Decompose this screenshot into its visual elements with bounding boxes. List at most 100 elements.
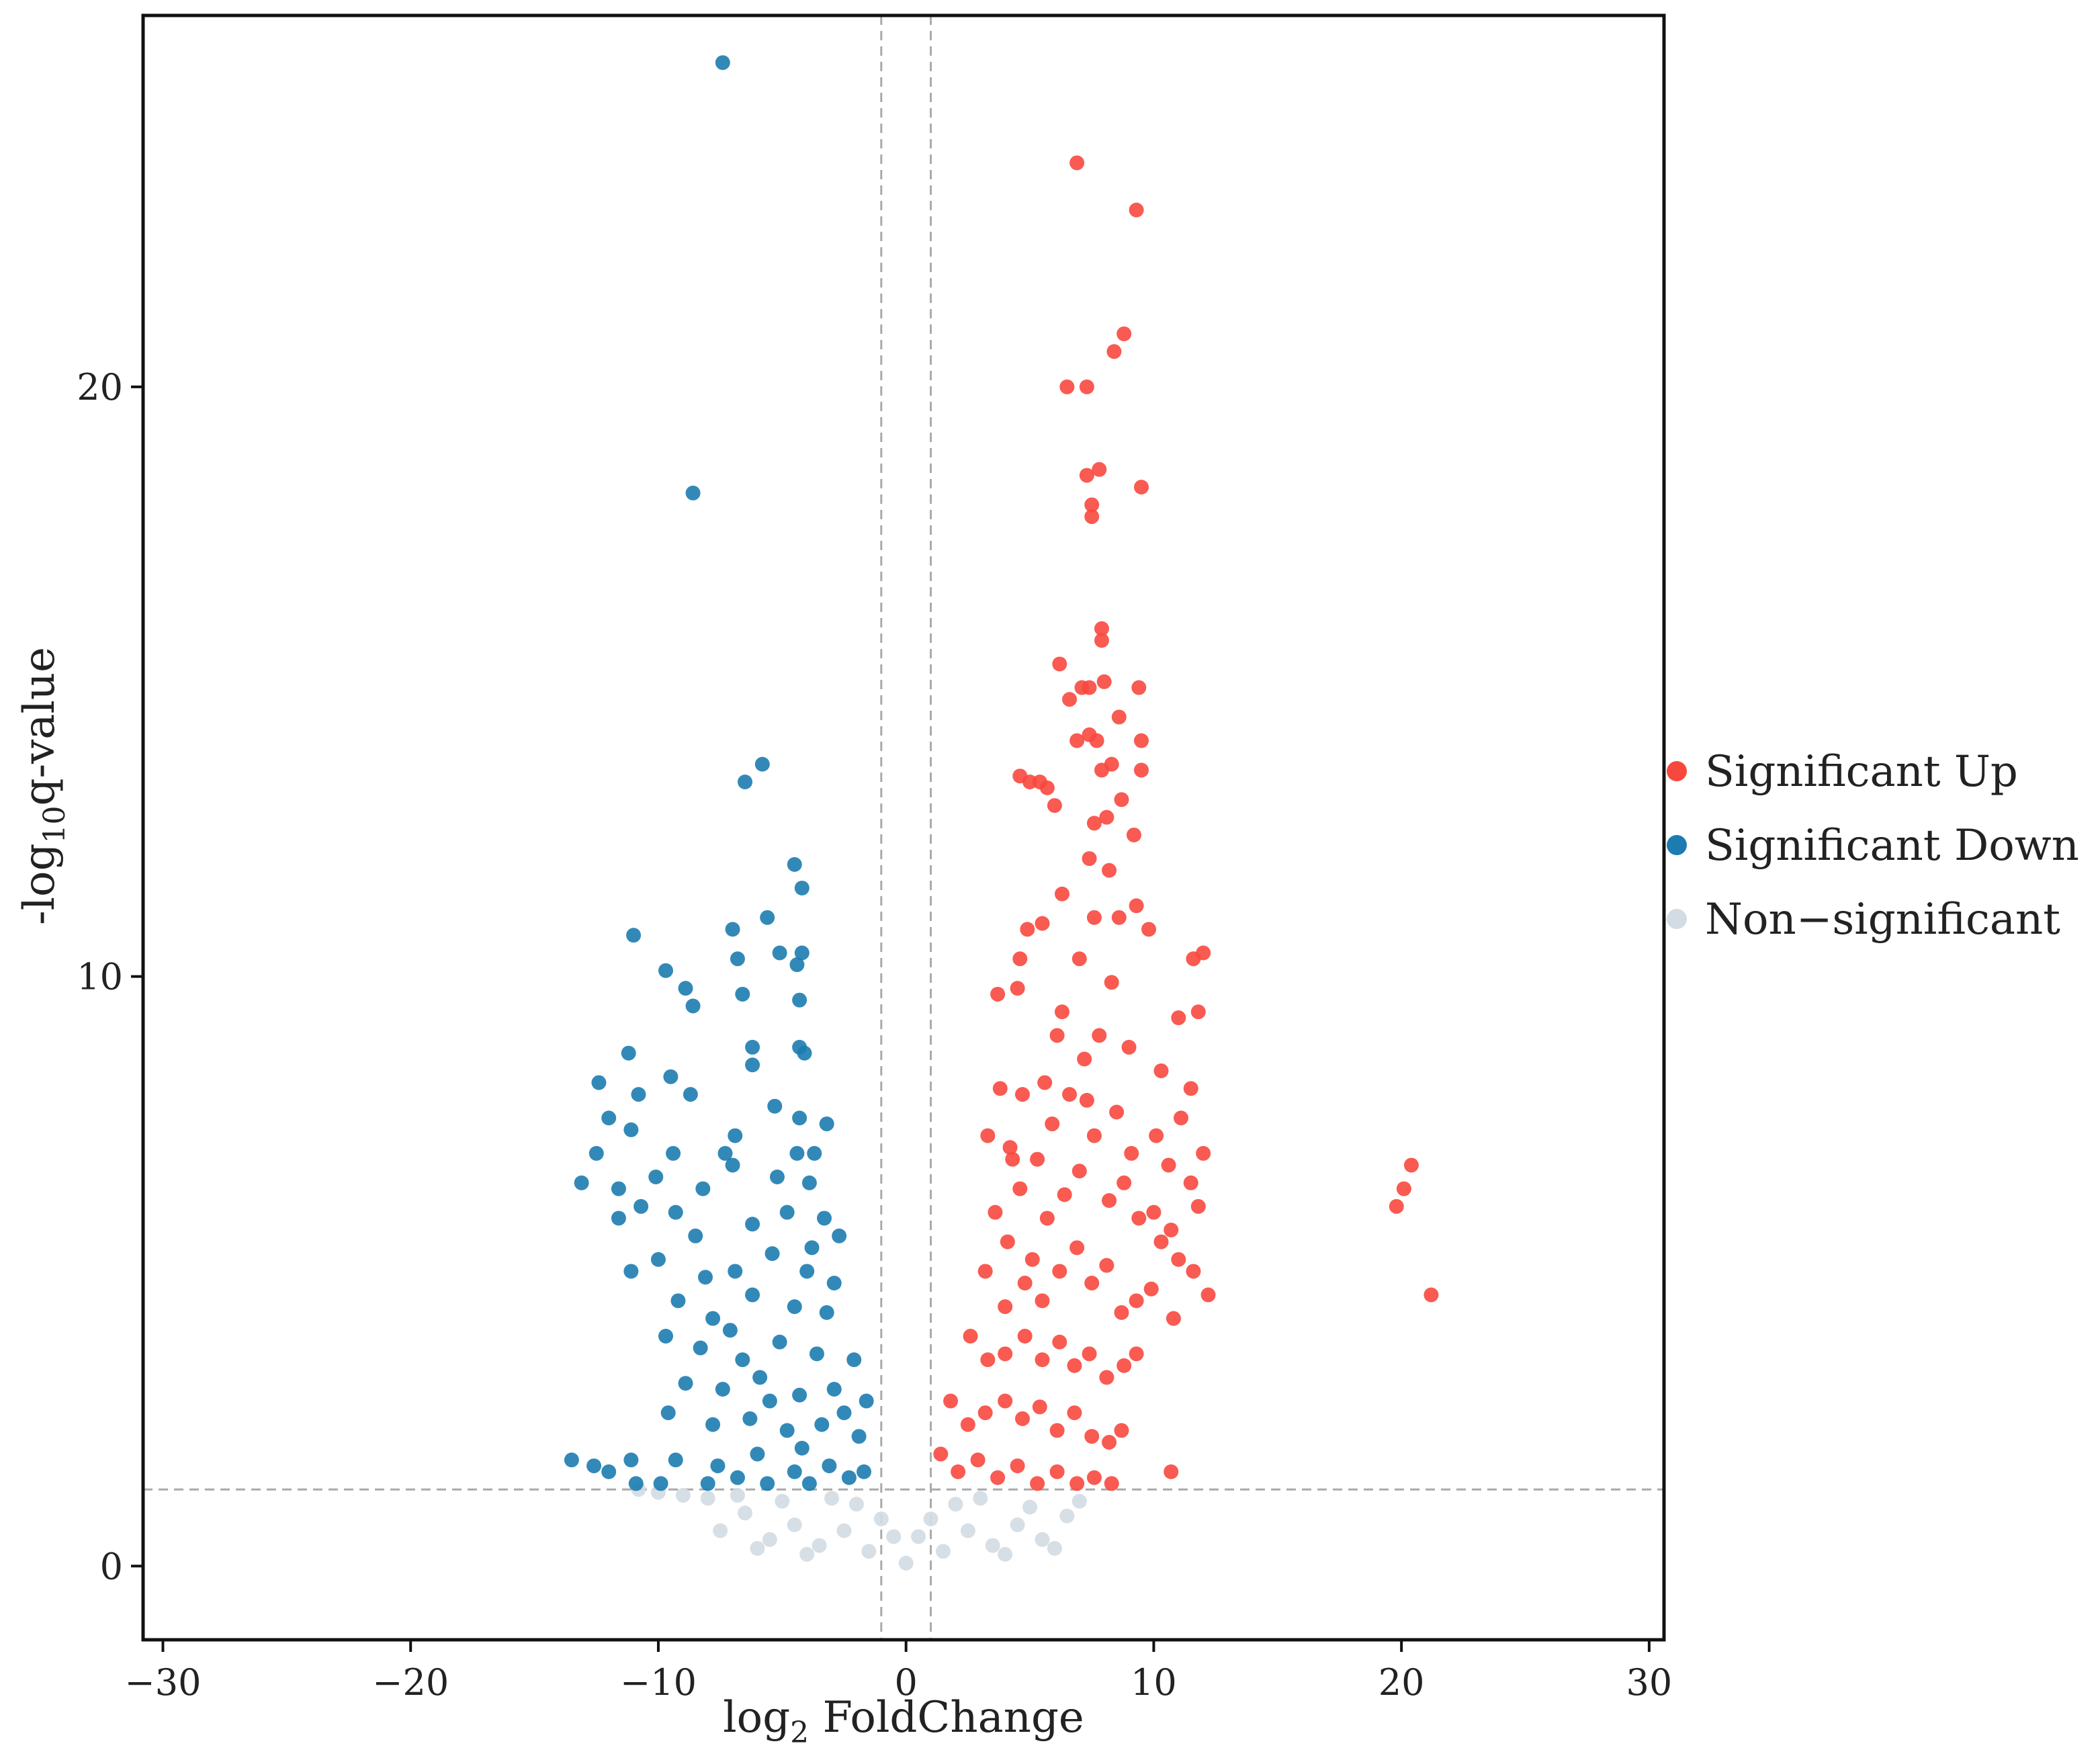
y-axis-label-subscript: 10 xyxy=(38,805,72,843)
legend-label-up: Significant Up xyxy=(1705,747,2018,797)
point-nonsig-19 xyxy=(824,1491,840,1506)
y-tick-label-0: 0 xyxy=(100,1545,123,1587)
point-down-76 xyxy=(660,1405,676,1421)
point-down-44 xyxy=(801,1175,817,1190)
point-down-26 xyxy=(745,1057,760,1073)
point-up-51 xyxy=(1171,1010,1186,1026)
point-down-89 xyxy=(586,1458,602,1474)
point-up-73 xyxy=(1000,1234,1015,1249)
point-up-75 xyxy=(1030,1151,1045,1167)
point-up-92 xyxy=(977,1264,993,1279)
point-up-18 xyxy=(1062,692,1078,707)
point-down-9 xyxy=(730,951,745,967)
point-up-66 xyxy=(1166,1311,1181,1326)
point-nonsig-11 xyxy=(787,1517,802,1532)
point-nonsig-32 xyxy=(750,1540,765,1556)
point-down-14 xyxy=(678,981,693,996)
point-down-69 xyxy=(846,1352,862,1368)
point-down-51 xyxy=(817,1211,832,1226)
point-down-0 xyxy=(715,55,730,71)
point-up-143 xyxy=(1173,1110,1188,1126)
point-down-47 xyxy=(668,1204,683,1220)
point-up-60 xyxy=(1183,1175,1198,1190)
point-down-18 xyxy=(621,1045,636,1061)
point-down-10 xyxy=(772,945,787,961)
point-up-30 xyxy=(1094,762,1109,778)
point-down-72 xyxy=(752,1370,768,1385)
point-down-21 xyxy=(797,1045,812,1061)
point-nonsig-9 xyxy=(812,1538,827,1553)
point-up-9 xyxy=(1084,497,1100,513)
point-down-80 xyxy=(814,1417,830,1432)
point-down-101 xyxy=(762,1393,777,1409)
point-down-25 xyxy=(683,1087,698,1102)
point-up-103 xyxy=(963,1328,978,1344)
point-up-88 xyxy=(1117,1175,1132,1190)
point-up-81 xyxy=(1124,1145,1139,1161)
point-down-52 xyxy=(623,1264,639,1279)
point-down-70 xyxy=(678,1376,693,1391)
point-down-55 xyxy=(728,1264,743,1279)
point-up-37 xyxy=(1102,863,1117,878)
point-down-42 xyxy=(725,1157,740,1173)
point-nonsig-26 xyxy=(675,1487,691,1503)
point-down-31 xyxy=(792,1110,807,1126)
point-down-13 xyxy=(658,963,674,978)
point-up-49 xyxy=(1010,981,1025,996)
point-up-104 xyxy=(980,1352,996,1368)
point-nonsig-25 xyxy=(700,1491,715,1506)
point-up-39 xyxy=(1129,898,1144,914)
point-up-82 xyxy=(1024,1252,1040,1267)
point-down-30 xyxy=(728,1128,743,1143)
point-up-91 xyxy=(1153,1234,1169,1249)
point-up-87 xyxy=(1102,1193,1117,1209)
point-up-7 xyxy=(1092,462,1107,477)
point-nonsig-5 xyxy=(861,1544,877,1559)
point-up-67 xyxy=(1164,1464,1179,1479)
point-nonsig-14 xyxy=(1035,1532,1050,1547)
point-down-71 xyxy=(715,1381,730,1397)
point-up-17 xyxy=(1131,680,1147,695)
point-down-41 xyxy=(695,1181,711,1196)
point-up-93 xyxy=(998,1299,1013,1315)
point-up-5 xyxy=(1079,379,1094,394)
point-nonsig-29 xyxy=(799,1546,815,1562)
point-up-119 xyxy=(1032,1399,1047,1415)
point-up-10 xyxy=(1084,509,1100,525)
point-up-136 xyxy=(1104,975,1119,990)
point-up-86 xyxy=(1086,1128,1102,1143)
point-nonsig-33 xyxy=(1047,1540,1062,1556)
y-tick-label-1: 10 xyxy=(77,956,123,998)
point-up-21 xyxy=(1069,733,1085,748)
point-down-33 xyxy=(588,1145,604,1161)
point-down-12 xyxy=(794,945,810,961)
point-up-135 xyxy=(1071,951,1087,967)
point-up-36 xyxy=(1082,851,1097,867)
x-tick-label-2: −10 xyxy=(620,1661,697,1704)
point-up-99 xyxy=(1099,1258,1114,1273)
point-nonsig-2 xyxy=(911,1529,926,1544)
point-up-42 xyxy=(1020,922,1035,937)
point-down-75 xyxy=(859,1393,874,1409)
point-up-70 xyxy=(1389,1198,1404,1214)
point-up-97 xyxy=(1069,1240,1085,1256)
point-up-22 xyxy=(1089,733,1104,748)
point-down-91 xyxy=(628,1476,644,1491)
legend-label-down: Significant Down xyxy=(1705,821,2079,871)
point-down-58 xyxy=(832,1228,847,1243)
x-axis: −30 −20 −10 0 10 20 30 xyxy=(125,1640,1673,1704)
point-nonsig-7 xyxy=(836,1523,852,1538)
point-up-125 xyxy=(933,1446,949,1462)
point-down-3 xyxy=(754,756,770,772)
point-down-79 xyxy=(779,1423,795,1438)
x-axis-label: log2 FoldChange xyxy=(723,1693,1084,1750)
point-down-92 xyxy=(653,1476,668,1491)
x-tick-label-6: 30 xyxy=(1626,1661,1673,1704)
point-up-111 xyxy=(1099,1370,1114,1385)
point-nonsig-3 xyxy=(873,1511,889,1527)
point-down-48 xyxy=(688,1228,703,1243)
point-up-58 xyxy=(1002,1140,1018,1155)
point-up-50 xyxy=(1054,1004,1069,1020)
point-down-1 xyxy=(685,485,701,500)
point-up-94 xyxy=(1017,1276,1033,1291)
